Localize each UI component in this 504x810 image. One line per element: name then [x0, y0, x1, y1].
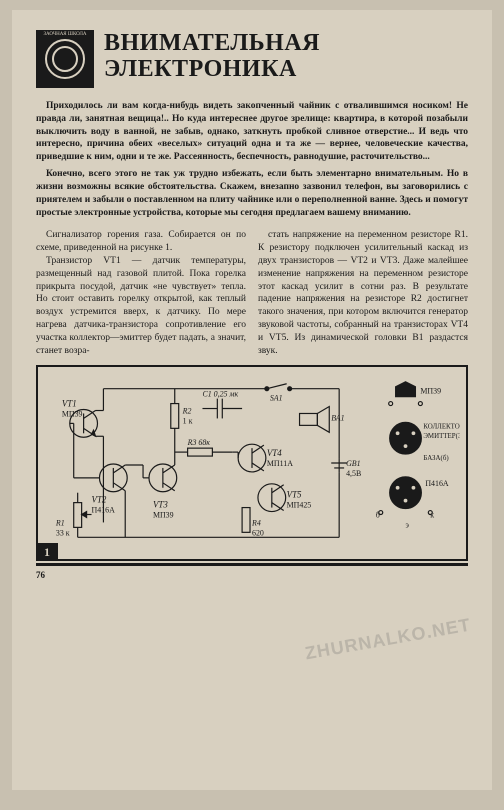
figure-bottom-border — [36, 563, 468, 566]
svg-text:БАЗА(б): БАЗА(б) — [423, 455, 448, 462]
page-number: 76 — [36, 570, 468, 580]
intro-paragraphs: Приходилось ли вам когда-нибудь видеть з… — [36, 100, 468, 219]
svg-text:МП39: МП39 — [420, 387, 441, 396]
svg-text:R4: R4 — [251, 519, 261, 528]
column-right: стать напряжение на переменном резисторе… — [258, 229, 468, 357]
circuit-figure: VT1 МП39 VT2 П416А — [36, 365, 468, 561]
svg-text:1 к: 1 к — [183, 417, 193, 426]
svg-text:ВА1: ВА1 — [331, 414, 344, 423]
article-title: ВНИМАТЕЛЬНАЯ ЭЛЕКТРОНИКА — [104, 30, 468, 83]
svg-text:П416А: П416А — [425, 479, 449, 488]
svg-text:С1 0,25 мк: С1 0,25 мк — [202, 390, 238, 399]
spiral-icon — [45, 39, 85, 79]
svg-text:VT5: VT5 — [287, 490, 302, 500]
svg-text:МП39: МП39 — [62, 410, 83, 419]
svg-text:МП11А: МП11А — [267, 459, 293, 468]
intro-p1: Приходилось ли вам когда-нибудь видеть з… — [36, 100, 468, 164]
svg-text:МП425: МП425 — [287, 501, 312, 510]
svg-text:4,5В: 4,5В — [346, 469, 361, 478]
svg-text:ЭМИТТЕР(Э): ЭМИТТЕР(Э) — [423, 434, 460, 441]
col1-p1: Сигнализатор горения газа. Собирается он… — [36, 229, 246, 255]
watermark: ZHURNALKO.NET — [303, 615, 472, 665]
intro-p2: Конечно, всего этого не так уж трудно из… — [36, 168, 468, 219]
svg-text:620: 620 — [252, 529, 264, 538]
svg-text:П416А: П416А — [92, 506, 116, 515]
svg-text:R2: R2 — [182, 407, 192, 416]
svg-text:SA1: SA1 — [270, 394, 283, 403]
page-container: ЗАОЧНАЯ ШКОЛА ВНИМАТЕЛЬНАЯ ЭЛЕКТРОНИКА П… — [12, 10, 492, 790]
logo-top-text: ЗАОЧНАЯ ШКОЛА — [36, 32, 94, 37]
svg-text:VT4: VT4 — [267, 449, 282, 459]
svg-text:э: э — [406, 521, 410, 530]
title-line-1: ВНИМАТЕЛЬНАЯ — [104, 30, 468, 56]
column-left: Сигнализатор горения газа. Собирается он… — [36, 229, 246, 357]
svg-text:VT1: VT1 — [62, 399, 77, 409]
svg-text:VT2: VT2 — [92, 495, 107, 505]
figure-number: 1 — [36, 543, 58, 561]
col2-p1: стать напряжение на переменном резисторе… — [258, 229, 468, 357]
col1-p2: Транзистор VT1 — датчик температуры, раз… — [36, 255, 246, 358]
svg-text:R3 68к: R3 68к — [187, 439, 211, 448]
circuit-svg: VT1 МП39 VT2 П416А — [44, 373, 460, 553]
svg-text:МП39: МП39 — [153, 511, 174, 520]
svg-text:GB1: GB1 — [346, 459, 361, 468]
header: ЗАОЧНАЯ ШКОЛА ВНИМАТЕЛЬНАЯ ЭЛЕКТРОНИКА — [36, 30, 468, 88]
body-columns: Сигнализатор горения газа. Собирается он… — [36, 229, 468, 357]
svg-text:33 к: 33 к — [56, 529, 70, 538]
svg-text:VT3: VT3 — [153, 500, 168, 510]
school-logo: ЗАОЧНАЯ ШКОЛА — [36, 30, 94, 88]
title-line-2: ЭЛЕКТРОНИКА — [104, 56, 468, 82]
svg-text:КОЛЛЕКТОР(К): КОЛЛЕКТОР(К) — [423, 424, 460, 431]
svg-text:R1: R1 — [55, 519, 65, 528]
